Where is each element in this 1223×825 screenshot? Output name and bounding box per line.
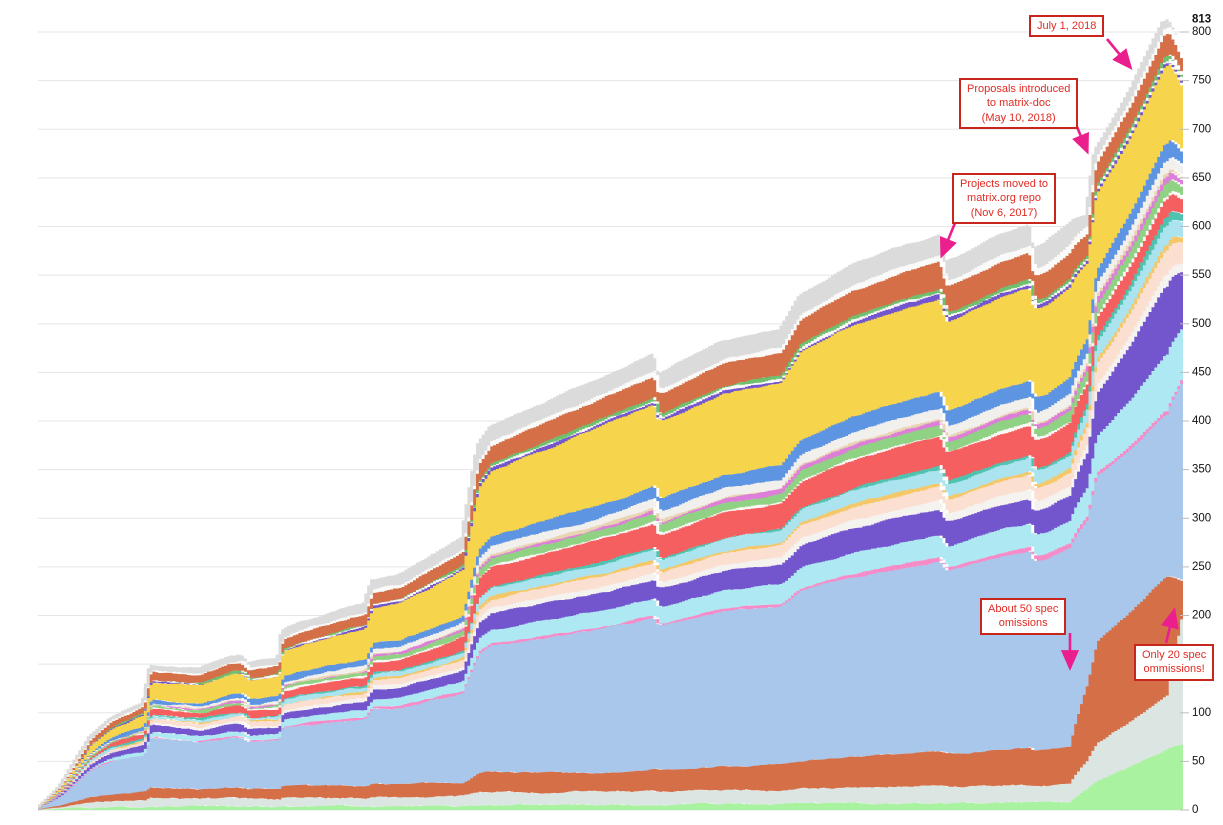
annotation-july-1-2018: July 1, 2018 bbox=[1029, 15, 1105, 38]
annotation-line: to matrix-doc bbox=[986, 97, 1051, 110]
band-big-blue bbox=[38, 378, 1183, 810]
annotation-line: July 1, 2018 bbox=[1037, 20, 1097, 32]
band-big-yellow bbox=[38, 63, 1183, 808]
y-tick-label: 50 bbox=[1192, 755, 1205, 767]
annotation-line: Proposals introduced bbox=[967, 83, 1071, 95]
annotation-line: matrix.org repo bbox=[967, 192, 1042, 205]
annotation-line: Projects moved to bbox=[960, 178, 1049, 190]
y-tick-label: 500 bbox=[1192, 318, 1211, 330]
annotation-line: (May 10, 2018) bbox=[981, 111, 1056, 124]
band-bright-green bbox=[38, 744, 1183, 810]
y-tick-label: 300 bbox=[1192, 512, 1211, 524]
annotation-about-50-spec-omissions: About 50 spec omissions bbox=[980, 598, 1067, 635]
annotation-arrow bbox=[939, 217, 959, 259]
annotation-line: (Nov 6, 2017) bbox=[970, 206, 1038, 219]
y-max-label: 813 bbox=[1192, 13, 1211, 25]
y-tick-label: 200 bbox=[1192, 610, 1211, 622]
y-axis: 0501001502002503003504004505005506006507… bbox=[1180, 13, 1211, 816]
annotation-line: Only 20 spec bbox=[1142, 649, 1207, 661]
y-tick-label: 750 bbox=[1192, 75, 1211, 87]
annotation-projects-moved: Projects moved to matrix.org repo (Nov 6… bbox=[952, 173, 1057, 224]
y-tick-label: 700 bbox=[1192, 123, 1211, 135]
y-tick-label: 350 bbox=[1192, 464, 1211, 476]
y-tick-label: 450 bbox=[1192, 366, 1211, 378]
y-tick-label: 800 bbox=[1192, 26, 1211, 38]
y-tick-label: 650 bbox=[1192, 172, 1211, 184]
y-tick-label: 400 bbox=[1192, 415, 1211, 427]
y-tick-label: 0 bbox=[1192, 804, 1198, 816]
annotation-arrow bbox=[1161, 607, 1179, 644]
annotation-line: ommissions! bbox=[1143, 663, 1205, 676]
annotation-line: omissions bbox=[998, 617, 1048, 630]
area-bands bbox=[38, 19, 1183, 810]
y-tick-label: 250 bbox=[1192, 561, 1211, 573]
annotation-line: About 50 spec bbox=[988, 603, 1059, 615]
band-purple bbox=[38, 270, 1183, 809]
y-tick-label: 100 bbox=[1192, 707, 1211, 719]
band-pale-sage bbox=[38, 602, 1183, 810]
y-tick-label: 550 bbox=[1192, 269, 1211, 281]
annotation-proposals-introduced: Proposals introduced to matrix-doc (May … bbox=[959, 78, 1079, 129]
annotation-arrow bbox=[1105, 38, 1133, 71]
annotation-only-20-spec-omissions: Only 20 spec ommissions! bbox=[1134, 644, 1215, 681]
y-tick-label: 600 bbox=[1192, 221, 1211, 233]
